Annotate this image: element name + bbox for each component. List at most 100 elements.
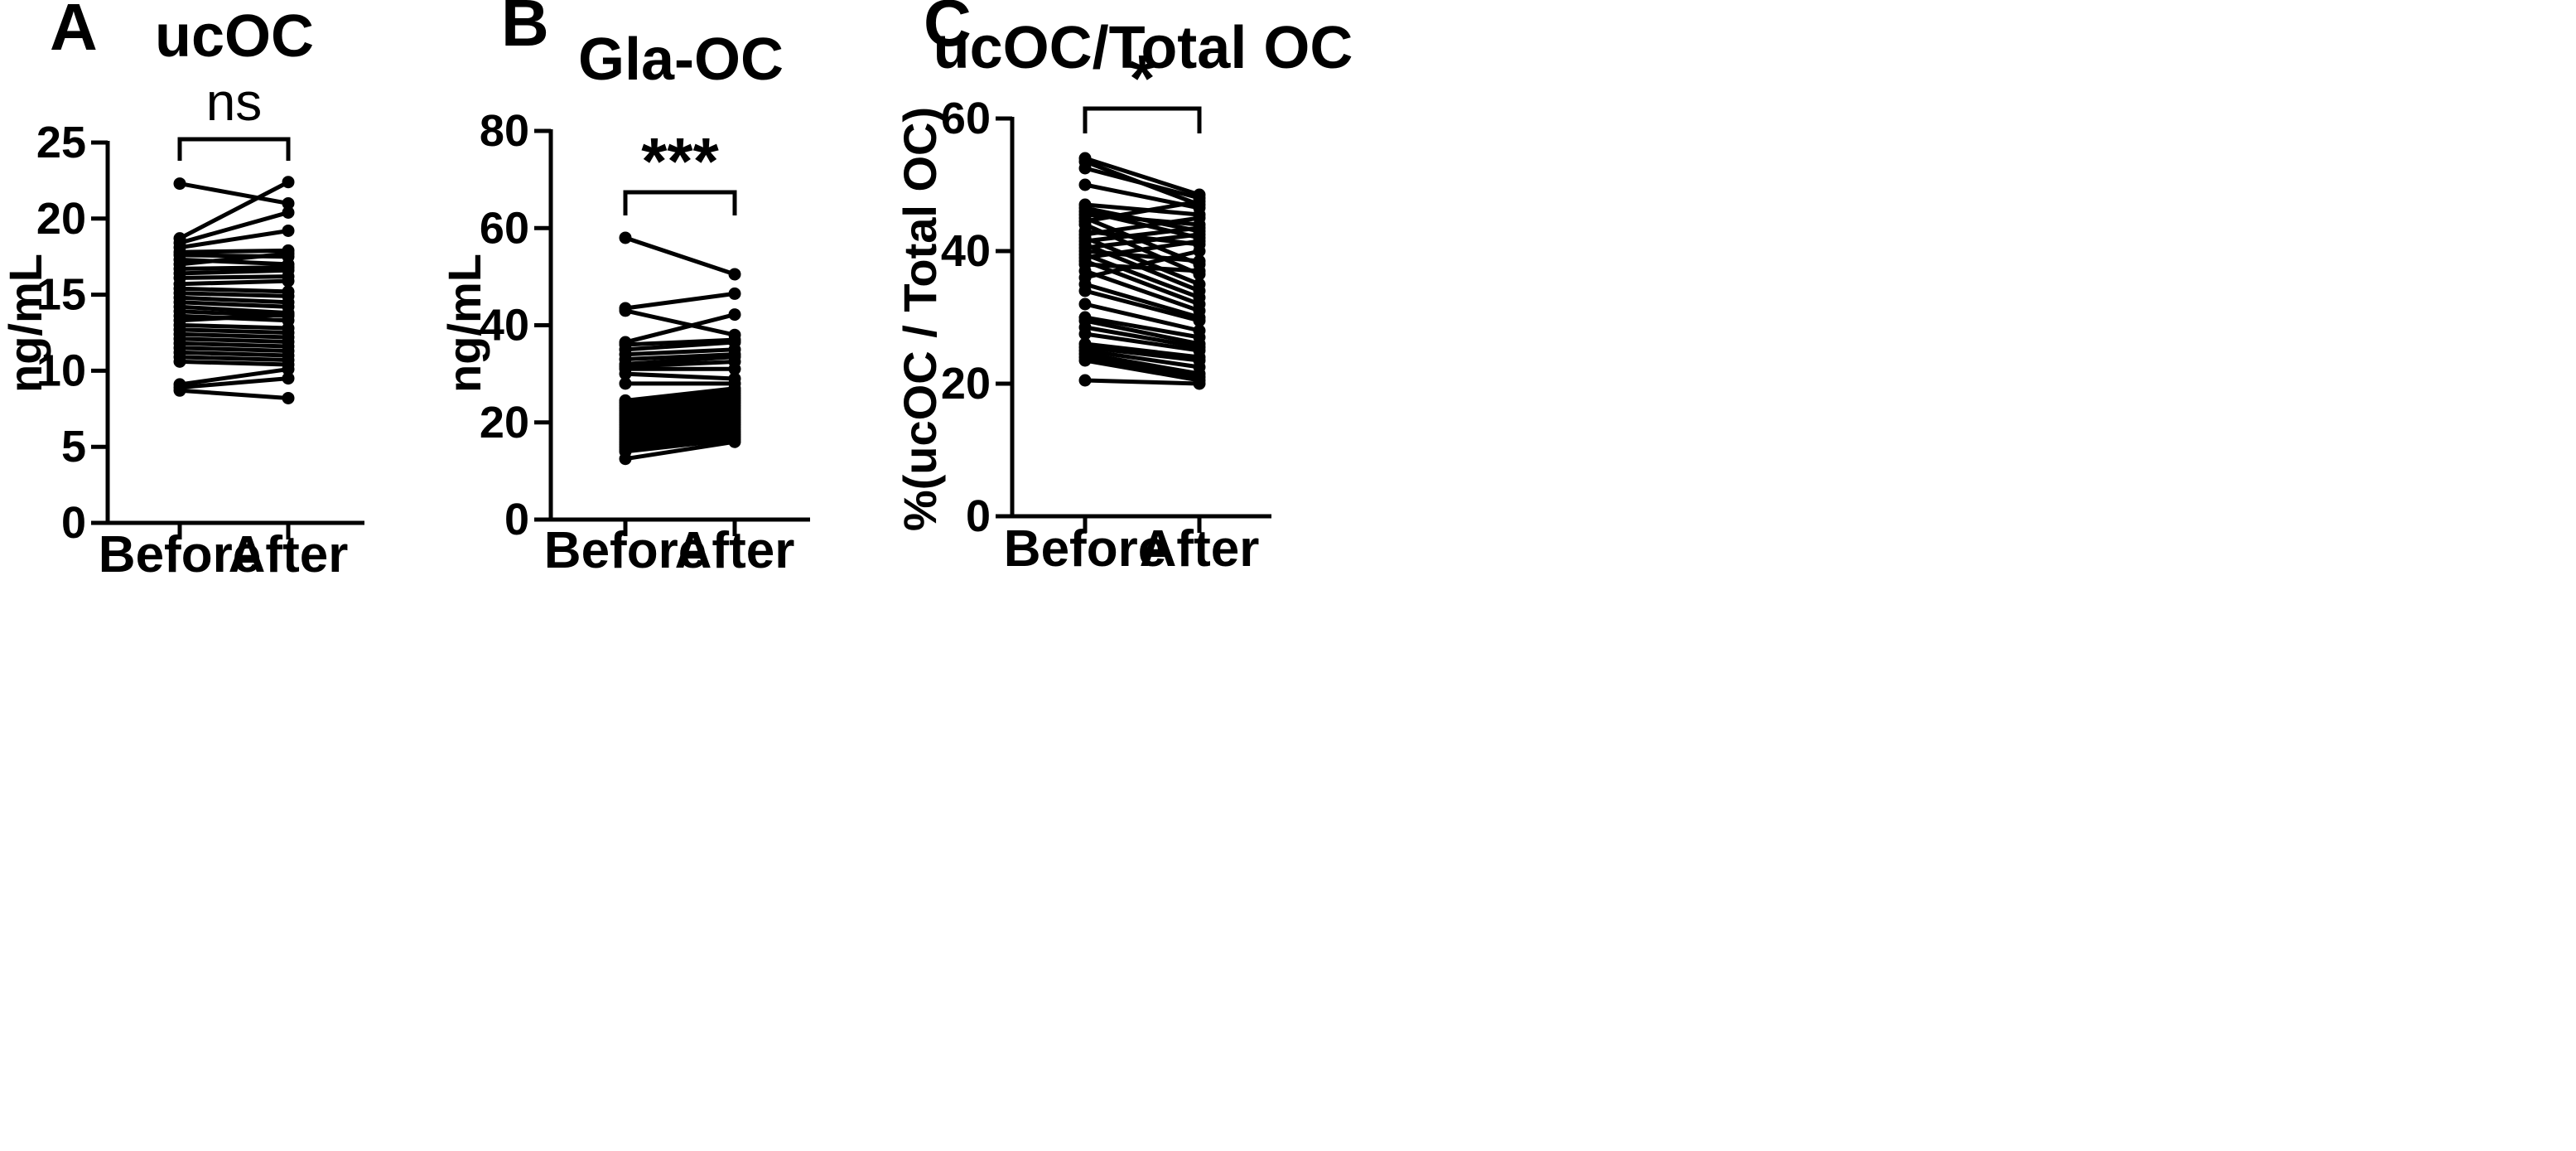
panel-b-pair-line [625,420,736,437]
panel-a-pair-line [179,181,289,206]
panel-b-pair-line [625,413,736,430]
panel-b-pair-line [625,423,736,439]
panel-c-pair-line [1084,331,1200,353]
panel-b-after-point [728,268,741,281]
panel-c-pair-line [1084,252,1200,300]
panel-c-after-point [1193,314,1206,327]
panel-c-pair-line [1084,268,1200,313]
panel-b-pair-line [625,312,736,345]
panel-b-pair-line [625,386,736,403]
panel-b-before-point [619,231,632,244]
panel-c-pair-line [1084,348,1200,370]
panel-b-before-point [619,367,632,380]
panel-c-before-point [1078,327,1092,341]
panel-c-y-tick-label: 0 [966,491,991,541]
panel-c-y-label: %(ucOC / Total OC) [894,107,946,531]
panel-b-y-tick-label: 40 [480,301,529,351]
panel-a-after-point [282,196,295,210]
panel-c-pair-line [1084,225,1200,244]
panel-b-pair-line [625,400,736,418]
panel-b-pair-line [625,428,736,444]
panel-a-y-tick-label: 25 [36,118,86,167]
panel-b-category-after: After [675,522,795,579]
panel-c-pair-line [1084,318,1200,346]
panel-a-y-tick-label: 20 [36,194,86,244]
panel-b-pair-line [625,425,736,442]
panel-b-pair-line [625,437,736,454]
panel-c-significance-label: * [1129,41,1155,115]
panel-a-before-point [173,355,186,368]
panel-a-after-point [282,274,295,288]
panel-a-category-after: After [229,526,349,583]
panel-a-pair-line [179,341,289,349]
panel-a-after-point [282,363,295,376]
panel-c-pair-line [1084,302,1200,333]
panel-b-pair-line [625,347,736,357]
panel-b-pair-line [625,389,736,405]
panel-b-before-point [619,304,632,317]
panel-b-pair-line [625,398,736,415]
panel-b-after-point [728,435,741,448]
panel-b-after-point [728,362,741,375]
panel-a-pair-line [179,295,289,305]
panel-c-pair-line [1084,232,1200,250]
panel-a-pair-line [179,367,289,387]
panel-a-y-label: ng/mL [0,254,51,393]
panel-b-pair-line [625,410,736,428]
panel-c-letter: C [924,0,972,60]
panel-a-title: ucOC [155,3,314,70]
panel-c-after-point [1193,377,1206,390]
panel-b-pair-line [625,439,736,462]
panel-c-y-tick-label: 20 [941,359,991,409]
panel-b-pair-line [625,391,736,408]
panel-a-before-point [173,177,186,191]
panel-b-pair-line [625,403,736,420]
panel-c-before-point [1078,162,1092,175]
panel-b-y-tick-label: 60 [480,203,529,253]
panel-b-title: Gla-OC [578,27,784,93]
panel-a-letter: A [50,0,98,64]
panel-c-pair-line [1084,358,1200,383]
panel-b-significance-bracket [623,190,737,215]
panel-b-pair-line [625,308,736,337]
panel-a-after-point [282,391,295,404]
panel-a-pair-line [179,274,289,280]
panel-b-category-before: Before [544,522,707,579]
panel-b-y-tick-label: 0 [504,495,529,544]
panel-a-pair-line [179,350,289,358]
panel-c-pair-line [1084,282,1200,320]
panel-a-pair-line [179,278,289,287]
panel-c-title: ucOC/Total OC [933,15,1353,81]
panel-a-pair-line [179,355,289,363]
panel-c-before-point [1078,354,1092,367]
panel-a-significance-label: ns [206,72,263,132]
panel-c-pair-line [1084,355,1200,380]
panel-a-pair-line [179,312,289,323]
panel-c-pair-line [1084,249,1200,280]
panel-c-pair-line [1084,156,1200,197]
panel-a-after-point [282,206,295,219]
panel-c-pair-line [1084,239,1200,260]
panel-c-after-point [1193,211,1206,225]
panel-b-pair-line [625,415,736,433]
panel-a-pair-line [179,300,289,309]
panel-a-y-tick-label: 10 [36,346,86,395]
panel-c-pair-line [1084,215,1200,237]
panel-b-pair-line [625,432,736,449]
panel-a-pair-line [179,327,289,335]
panel-c-category-before: Before [1004,520,1166,578]
panel-c-significance-bracket [1083,106,1202,133]
panel-c-pair-line [1084,288,1200,323]
panel-a-after-point [282,176,295,189]
panel-a-pair-line [179,331,289,340]
panel-b-pair-line [625,340,736,352]
panel-b-y-tick-label: 20 [480,398,529,447]
panel-a-pair-line [179,268,289,276]
panel-c-y-tick-label: 40 [941,226,991,276]
panel-a-pair-line [179,359,289,367]
panel-c-pair-line [1084,262,1200,273]
panel-b-pair-line [625,408,736,425]
